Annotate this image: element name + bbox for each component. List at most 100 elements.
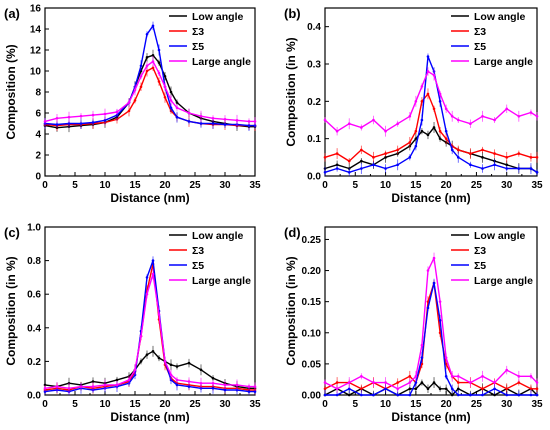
- y-tick-label: 8: [35, 88, 41, 99]
- data-point: [450, 393, 454, 397]
- data-point: [360, 126, 363, 129]
- panel-letter: (c): [4, 225, 20, 240]
- data-point: [372, 156, 375, 159]
- data-point: [414, 381, 418, 384]
- x-tick-label: 20: [441, 399, 453, 410]
- data-point: [223, 388, 227, 392]
- data-point: [145, 32, 149, 36]
- data-point: [414, 129, 418, 133]
- data-point: [55, 385, 59, 388]
- data-point: [432, 126, 436, 129]
- series--5: [43, 256, 257, 395]
- data-point: [347, 122, 351, 126]
- data-point: [384, 152, 387, 155]
- data-point: [372, 163, 375, 167]
- data-point: [450, 114, 454, 118]
- data-point: [253, 385, 257, 388]
- data-point: [145, 64, 149, 68]
- data-point: [163, 95, 167, 99]
- data-point: [384, 381, 387, 384]
- data-point: [157, 356, 161, 360]
- x-tick-label: 25: [471, 399, 483, 410]
- data-point: [115, 113, 119, 117]
- data-point: [408, 141, 412, 144]
- panel-letter: (a): [4, 6, 20, 21]
- data-point: [432, 256, 436, 260]
- data-point: [420, 129, 424, 133]
- data-point: [432, 73, 436, 77]
- series--5: [43, 21, 257, 132]
- data-point: [481, 387, 484, 391]
- legend-label: Large angle: [474, 56, 533, 68]
- data-point: [444, 129, 448, 133]
- data-point: [187, 380, 191, 383]
- data-point: [335, 129, 339, 133]
- x-tick-label: 10: [380, 399, 392, 410]
- y-tick-label: 0.00: [302, 391, 322, 402]
- data-point: [396, 148, 399, 152]
- chart-panel-0: (a) 0 5 10 15 20 25 30 35 0 2 4 6 8 10 12 14 16 Distance (…: [4, 4, 261, 206]
- x-tick-label: 5: [72, 399, 78, 410]
- data-point: [127, 101, 131, 104]
- data-point: [384, 167, 387, 170]
- data-point: [323, 156, 327, 159]
- data-point: [115, 378, 119, 382]
- data-point: [420, 343, 424, 347]
- data-point: [438, 100, 442, 103]
- data-point: [529, 156, 533, 159]
- data-point: [456, 118, 460, 122]
- data-point: [151, 272, 155, 276]
- y-axis-title: Composition (in %): [284, 256, 298, 365]
- legend-label: Σ5: [192, 260, 204, 272]
- data-point: [139, 334, 143, 338]
- data-point: [151, 60, 155, 63]
- y-tick-label: 0.20: [302, 266, 322, 277]
- legend-label: Large angle: [192, 275, 251, 287]
- x-tick-label: 10: [99, 399, 111, 410]
- series-large-angle: [43, 268, 257, 394]
- data-point: [438, 300, 442, 303]
- data-point: [438, 387, 442, 391]
- data-point: [133, 99, 137, 102]
- data-point: [469, 381, 472, 384]
- data-point: [91, 121, 95, 124]
- y-axis-title: Composition (in %): [284, 37, 298, 146]
- data-point: [175, 365, 179, 368]
- data-point: [396, 163, 399, 167]
- x-tick-label: 30: [501, 180, 513, 191]
- data-point: [151, 350, 155, 353]
- data-point: [414, 100, 418, 103]
- data-point: [157, 71, 161, 75]
- x-tick-label: 20: [159, 399, 171, 410]
- data-point: [426, 92, 430, 96]
- y-tick-label: 0.15: [302, 297, 322, 308]
- legend-label: Σ3: [474, 245, 486, 257]
- data-point: [505, 387, 509, 391]
- data-point: [43, 120, 47, 123]
- y-axis-title: Composition (in %): [4, 256, 18, 365]
- data-point: [360, 393, 363, 397]
- data-point: [187, 361, 191, 365]
- data-point: [175, 383, 179, 387]
- data-point: [517, 152, 521, 155]
- y-axis-title: Composition (%): [4, 44, 18, 139]
- data-point: [408, 375, 412, 378]
- data-point: [396, 122, 399, 126]
- x-tick-label: 5: [353, 180, 359, 191]
- data-point: [432, 281, 436, 285]
- data-point: [408, 381, 412, 384]
- data-point: [67, 386, 71, 390]
- data-point: [456, 381, 460, 384]
- legend-label: Σ5: [474, 41, 486, 53]
- data-point: [360, 387, 363, 391]
- y-tick-label: 0.6: [27, 290, 41, 301]
- data-point: [414, 144, 418, 148]
- data-point: [145, 292, 149, 296]
- y-tick-label: 14: [30, 25, 42, 36]
- data-point: [420, 356, 424, 359]
- data-point: [469, 163, 472, 167]
- data-point: [169, 106, 173, 110]
- x-tick-label: 20: [441, 180, 453, 191]
- data-point: [151, 66, 155, 70]
- x-tick-label: 35: [249, 180, 261, 191]
